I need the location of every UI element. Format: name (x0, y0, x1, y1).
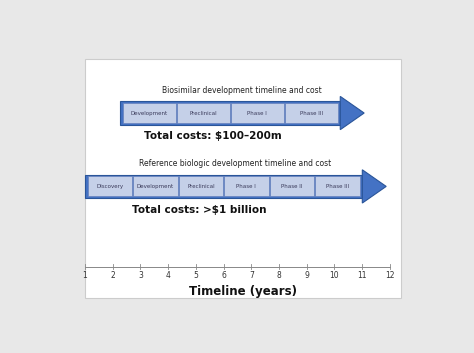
Text: 4: 4 (166, 271, 171, 281)
Text: 11: 11 (357, 271, 367, 281)
Text: 8: 8 (277, 271, 282, 281)
Bar (123, 103, 175, 123)
Bar (315, 176, 360, 196)
Text: Phase I: Phase I (237, 184, 256, 189)
Bar (133, 176, 178, 196)
Text: 9: 9 (304, 271, 309, 281)
FancyBboxPatch shape (85, 59, 401, 298)
Text: Total costs: $100–200m: Total costs: $100–200m (144, 131, 282, 142)
Text: Total costs: >$1 billion: Total costs: >$1 billion (132, 205, 267, 215)
Bar (85, 175, 362, 198)
Bar (224, 176, 269, 196)
Text: Discovery: Discovery (96, 184, 123, 189)
Text: Phase II: Phase II (281, 184, 302, 189)
Text: Biosimilar development timeline and cost: Biosimilar development timeline and cost (162, 86, 322, 95)
Bar (179, 176, 223, 196)
Text: 10: 10 (329, 271, 339, 281)
Text: 12: 12 (385, 271, 395, 281)
Text: Development: Development (130, 110, 168, 115)
Text: 6: 6 (221, 271, 226, 281)
Text: 7: 7 (249, 271, 254, 281)
Text: 2: 2 (110, 271, 115, 281)
Bar (120, 101, 340, 125)
Text: Development: Development (137, 184, 174, 189)
Text: Preclinical: Preclinical (189, 110, 217, 115)
Text: 3: 3 (138, 271, 143, 281)
Text: Preclinical: Preclinical (187, 184, 215, 189)
Bar (231, 103, 283, 123)
Text: Phase III: Phase III (326, 184, 349, 189)
Bar (284, 103, 337, 123)
Polygon shape (340, 96, 364, 130)
Text: Timeline (years): Timeline (years) (189, 285, 297, 298)
Bar (88, 176, 132, 196)
Text: 5: 5 (193, 271, 198, 281)
Text: Phase III: Phase III (300, 110, 323, 115)
Text: Reference biologic development timeline and cost: Reference biologic development timeline … (139, 159, 332, 168)
Polygon shape (362, 170, 386, 203)
Bar (270, 176, 314, 196)
Text: Phase I: Phase I (247, 110, 267, 115)
Text: 1: 1 (82, 271, 87, 281)
Bar (177, 103, 229, 123)
